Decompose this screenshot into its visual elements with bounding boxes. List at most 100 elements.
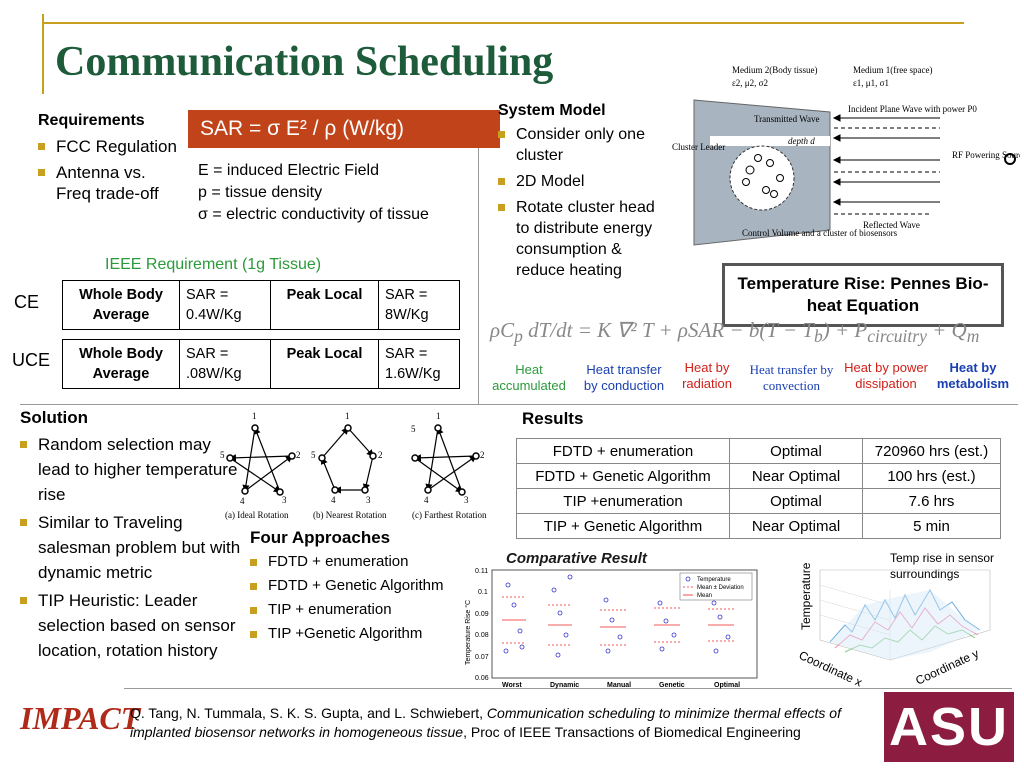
list-item: Antenna vs. Freq trade-off	[38, 162, 183, 204]
surface-plot: Temperature Coordinate x Coordinate y	[797, 562, 991, 689]
list-item: Consider only one cluster	[498, 124, 663, 166]
deviation-lines	[502, 596, 734, 646]
column-divider	[478, 112, 479, 404]
surface-fill	[830, 590, 980, 660]
cluster-leader-label: Cluster Leader	[672, 142, 725, 152]
chart-legend	[679, 572, 753, 601]
sar-formula-banner: SAR = σ E² / ρ (W/kg)	[188, 110, 500, 148]
cluster-leader-node	[745, 165, 755, 175]
list-item: FDTD + Genetic Algorithm	[250, 576, 450, 596]
node-label: 4	[240, 496, 245, 506]
sensor-node	[762, 186, 770, 194]
list-item: FDTD + enumeration	[250, 552, 450, 572]
requirements-section: Requirements FCC Regulation Antenna vs. …	[38, 112, 183, 209]
y-axis-label: Temperature Rise °C	[464, 600, 472, 665]
list-item: TIP +Genetic Algorithm	[250, 624, 450, 644]
approaches-list: FDTD + enumeration FDTD + Genetic Algori…	[250, 552, 450, 644]
conduction-label: Heat transfer by conduction	[583, 362, 665, 393]
requirements-heading: Requirements	[38, 112, 145, 129]
list-item: Rotate cluster head to distribute energy…	[498, 197, 663, 281]
left-accent-line	[42, 14, 44, 94]
caption-nearest: (b) Nearest Rotation	[313, 510, 387, 520]
rotation-captions: (a) Ideal Rotation (b) Nearest Rotation …	[225, 510, 487, 520]
uce-table: Whole Body Average SAR = .08W/Kg Peak Lo…	[62, 339, 460, 389]
sensor-node	[770, 190, 778, 198]
rf-source-icon	[1004, 153, 1016, 165]
node-label: 3	[282, 495, 287, 505]
list-item: Similar to Traveling salesman problem bu…	[20, 510, 245, 585]
x-tick: Manual	[607, 682, 631, 689]
node-labels: 1 2 3 4 5 1 2 3 4 5 1 2 3 4 5	[220, 411, 485, 506]
rf-source-label: RF Powering Source	[952, 150, 1020, 160]
y-tick: 0.07	[475, 654, 489, 661]
table-cell: TIP +enumeration	[516, 488, 730, 514]
z-axis-label: Temperature	[799, 562, 813, 630]
node-label: 2	[296, 450, 301, 460]
node-label: 1	[436, 411, 441, 421]
node-label: 5	[411, 424, 416, 434]
node-label: 3	[464, 495, 469, 505]
metabolism-label: Heat by metabolism	[936, 360, 1010, 391]
list-item: TIP + enumeration	[250, 600, 450, 620]
medium1-label: Medium 1(free space)	[853, 65, 932, 75]
node-label: 5	[311, 450, 316, 460]
x-tick-labels: Worst Dynamic Manual Genetic Optimal	[502, 682, 740, 689]
table-cell: 720960 hrs (est.)	[862, 438, 1001, 464]
table-cell: Whole Body Average	[62, 280, 180, 330]
x-tick: Worst	[502, 682, 522, 689]
solution-section: Solution Random selection may lead to hi…	[20, 408, 245, 666]
table-row: FDTD + Genetic Algorithm Near Optimal 10…	[516, 463, 1001, 489]
table-cell: Optimal	[729, 438, 863, 464]
table-cell: SAR = 0.4W/Kg	[179, 280, 271, 330]
table-cell: SAR = .08W/Kg	[179, 339, 271, 389]
ce-table: Whole Body Average SAR = 0.4W/Kg Peak Lo…	[62, 280, 460, 330]
y-tick-labels: 0.11 0.1 0.09 0.08 0.07 0.06	[475, 568, 489, 682]
surface-mesh	[834, 607, 979, 649]
x-axis-label: Coordinate x	[797, 648, 865, 689]
node-label: 1	[252, 411, 257, 421]
legend-entry: Mean ± Deviation	[697, 585, 744, 591]
table-cell: FDTD + Genetic Algorithm	[516, 463, 730, 489]
pennes-equation: ρCp dT/dt = K ∇² T + ρSAR − b(T − Tb) + …	[490, 318, 980, 347]
solution-list: Random selection may lead to higher temp…	[20, 432, 245, 663]
definition-line: σ = electric conductivity of tissue	[198, 206, 429, 223]
x-tick: Genetic	[659, 682, 685, 689]
top-accent-line	[42, 22, 964, 24]
section-divider	[20, 404, 1018, 405]
comparative-title: Comparative Result	[506, 550, 647, 567]
impact-logo: IMPACT	[20, 700, 141, 736]
plot-box	[819, 569, 991, 661]
list-item: FCC Regulation	[38, 136, 183, 157]
node-label: 4	[331, 495, 336, 505]
comparative-chart: Temperature Rise °C 0.11 0.1 0.09 0.08 0…	[464, 568, 758, 689]
citation: Q. Tang, N. Tummala, S. K. S. Gupta, and…	[130, 704, 870, 742]
sensor-node	[754, 154, 762, 162]
table-row: TIP + Genetic Algorithm Near Optimal 5 m…	[516, 513, 1001, 539]
solution-heading: Solution	[20, 408, 88, 427]
y-tick: 0.06	[475, 675, 489, 682]
table-cell: Peak Local	[270, 280, 379, 330]
depth-band	[710, 136, 830, 146]
x-tick: Optimal	[714, 682, 740, 689]
uce-label: UCE	[12, 350, 51, 370]
medium1-params: ε1, μ1, σ1	[853, 78, 889, 88]
citation-authors: Q. Tang, N. Tummala, S. K. S. Gupta, and…	[130, 705, 487, 721]
convection-label: Heat transfer by convection	[749, 362, 834, 393]
x-tick: Dynamic	[550, 682, 579, 689]
sar-definitions: E = induced Electric Field p = tissue de…	[198, 160, 429, 226]
list-item: TIP Heuristic: Leader selection based on…	[20, 588, 245, 663]
table-cell: 7.6 hrs	[862, 488, 1001, 514]
definition-line: p = tissue density	[198, 184, 323, 201]
citation-title: Communication scheduling to minimize the…	[130, 705, 841, 740]
medium2-params: ε2, μ2, σ2	[732, 78, 768, 88]
asu-logo: ASU	[884, 692, 1014, 762]
table-cell: TIP + Genetic Algorithm	[516, 513, 730, 539]
node-label: 2	[378, 450, 383, 460]
control-volume	[729, 145, 795, 211]
y-tick: 0.11	[475, 568, 488, 575]
ce-label: CE	[14, 292, 40, 312]
legend-labels: Temperature Mean ± Deviation Mean	[697, 577, 744, 599]
node-label: 5	[220, 450, 225, 460]
table-cell: SAR = 8W/Kg	[378, 280, 460, 330]
rotation-nodes	[226, 424, 480, 496]
